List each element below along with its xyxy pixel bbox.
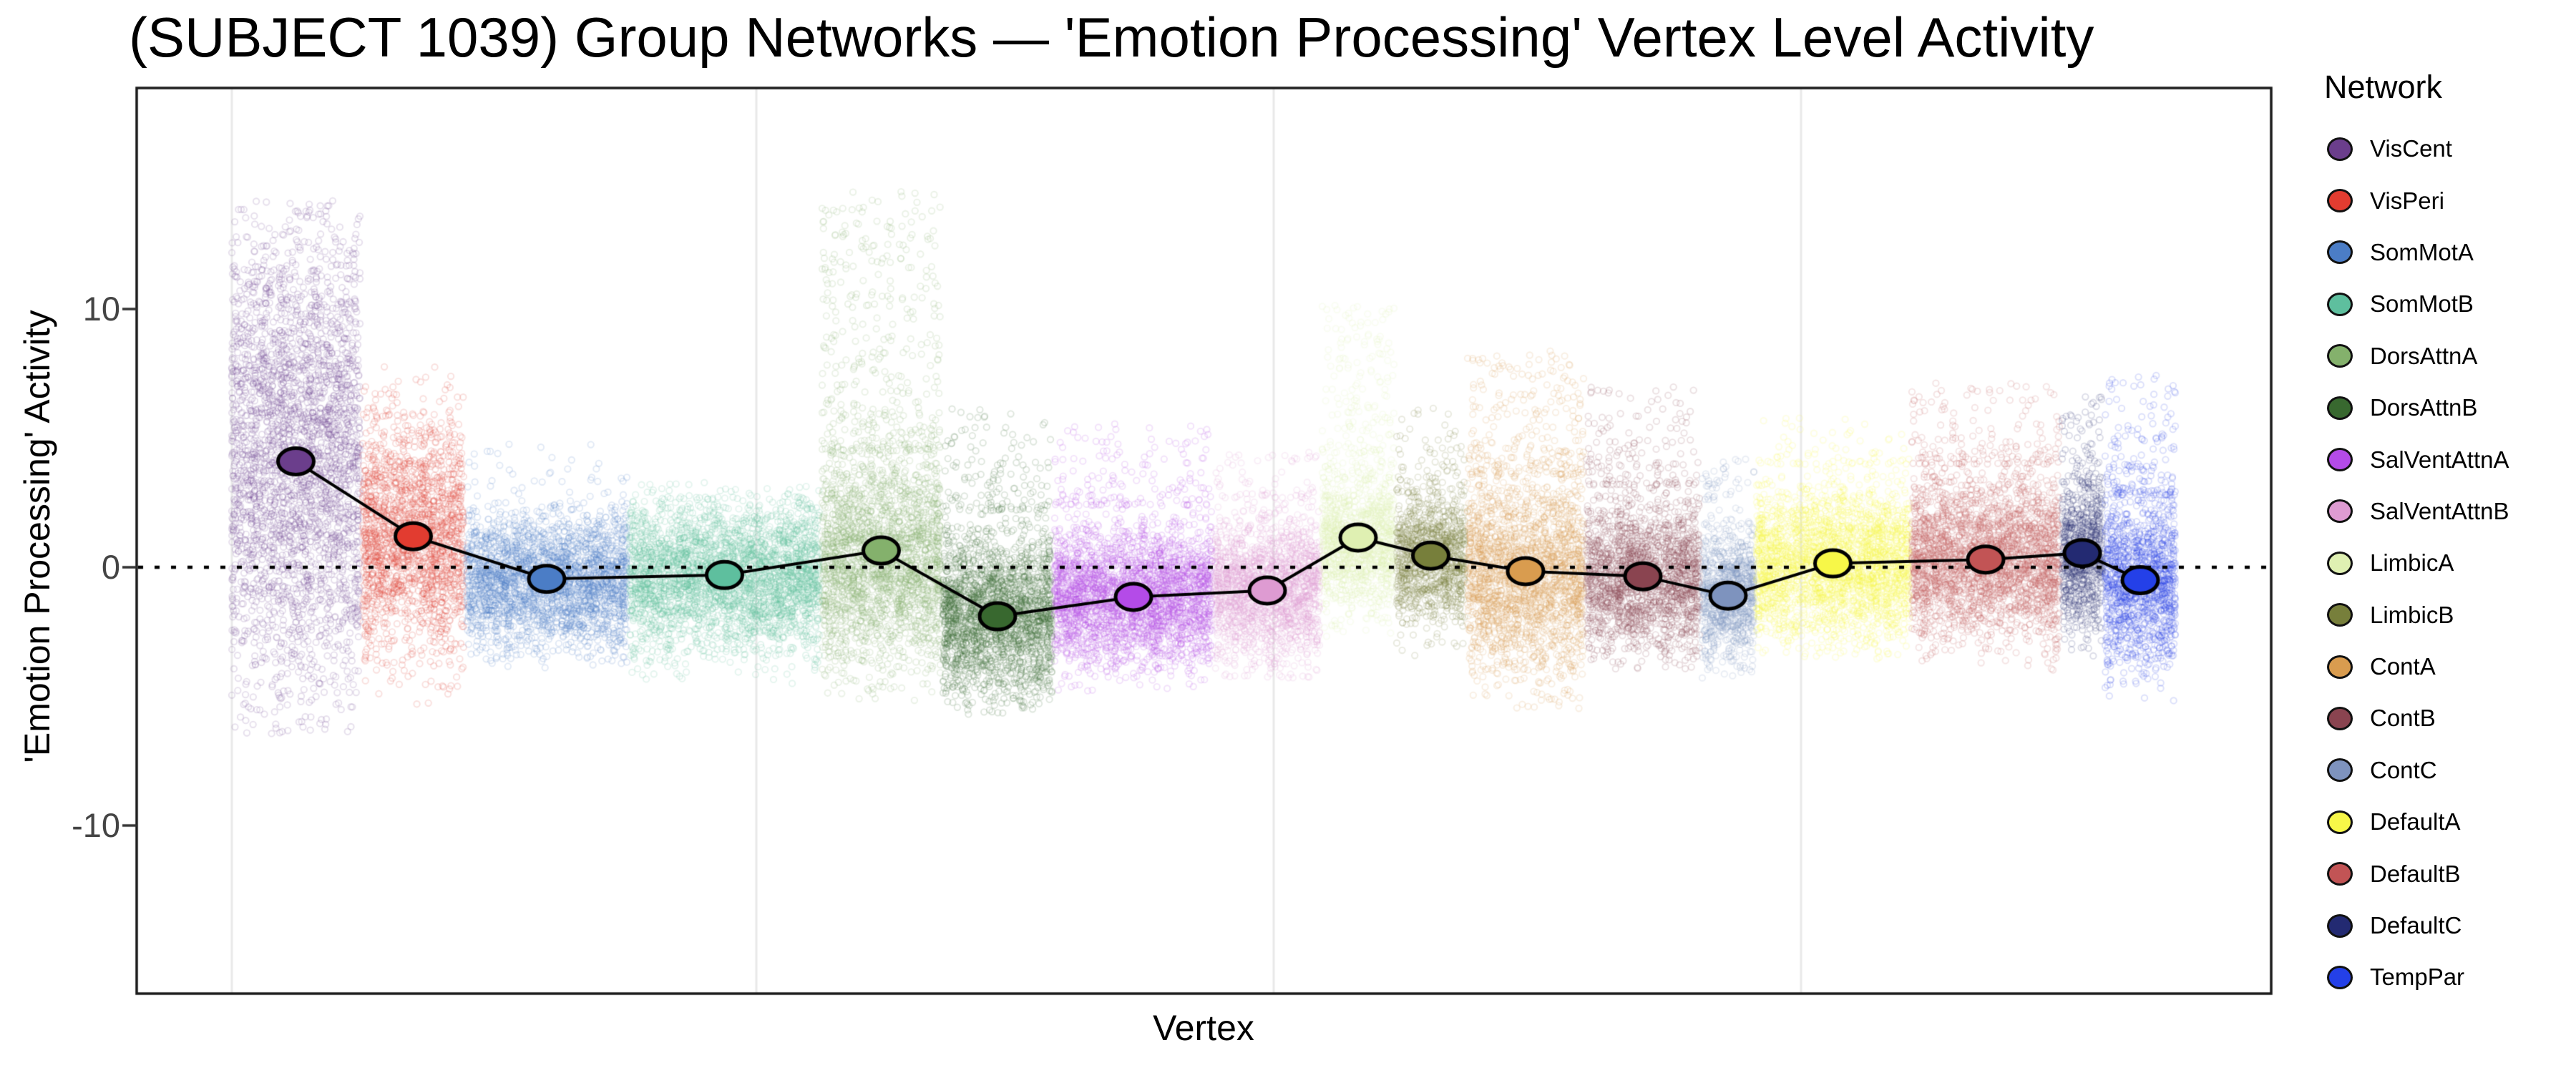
legend-item: SomMotA	[2320, 227, 2570, 278]
legend-item: ContB	[2320, 692, 2570, 744]
legend-item-label: DefaultA	[2370, 808, 2461, 836]
legend-item-label: DorsAttnA	[2370, 342, 2478, 369]
legend-item-label: SomMotA	[2370, 238, 2474, 265]
legend-key-swatch	[2327, 862, 2353, 886]
legend-item: SomMotB	[2320, 278, 2570, 330]
legend-item-label: ContA	[2370, 653, 2436, 680]
legend-item-label: ContB	[2370, 705, 2436, 732]
legend-key-swatch	[2327, 810, 2353, 834]
x-axis-title: Vertex	[1153, 1008, 1254, 1048]
y-tick-label-minus-10: -10	[72, 806, 120, 844]
legend-items: VisCent VisPeri SomMotA SomMotB DorsAttnA Dor…	[2320, 123, 2570, 1004]
legend-key-swatch	[2327, 448, 2353, 472]
legend-item: DorsAttnA	[2320, 330, 2570, 382]
legend-item-label: TempPar	[2370, 964, 2465, 991]
legend-title: Network	[2324, 69, 2443, 105]
legend-item-label: SalVentAttnA	[2370, 446, 2509, 473]
legend-item-label: SalVentAttnB	[2370, 497, 2509, 524]
legend-item-label: LimbicB	[2370, 601, 2454, 628]
legend-key-swatch	[2327, 499, 2353, 524]
legend-item-label: SomMotB	[2370, 290, 2474, 318]
y-axis-title: 'Emotion Processing' Activity	[17, 310, 57, 763]
legend-key-swatch	[2327, 189, 2353, 213]
legend-item-label: ContC	[2370, 756, 2437, 783]
legend-key-swatch	[2327, 344, 2353, 368]
legend-key-swatch	[2327, 965, 2353, 989]
legend-key-swatch	[2327, 758, 2353, 783]
legend-item: LimbicA	[2320, 537, 2570, 589]
legend-key-swatch	[2327, 137, 2353, 161]
legend-item-label: DefaultC	[2370, 912, 2462, 939]
legend-item: DefaultB	[2320, 848, 2570, 899]
legend-key-swatch	[2327, 551, 2353, 575]
legend-item: SalVentAttnB	[2320, 486, 2570, 537]
legend-item-label: DorsAttnB	[2370, 394, 2478, 421]
legend-key-swatch	[2327, 655, 2353, 679]
legend-item: VisPeri	[2320, 175, 2570, 226]
legend-item: ContC	[2320, 745, 2570, 796]
legend-key-swatch	[2327, 603, 2353, 627]
plot-title: (SUBJECT 1039) Group Networks — 'Emotion…	[129, 6, 2094, 69]
legend-item-label: VisPeri	[2370, 187, 2444, 214]
legend-item: SalVentAttnA	[2320, 433, 2570, 485]
y-tick-label-0: 0	[101, 548, 120, 586]
legend-item: LimbicB	[2320, 589, 2570, 641]
legend-item: DorsAttnB	[2320, 382, 2570, 433]
legend-key-swatch	[2327, 240, 2353, 265]
legend-item-label: LimbicA	[2370, 549, 2454, 577]
legend-item-label: DefaultB	[2370, 860, 2461, 887]
legend-item: DefaultA	[2320, 796, 2570, 848]
legend-item-label: VisCent	[2370, 135, 2452, 162]
legend-key-swatch	[2327, 292, 2353, 316]
legend-item: ContA	[2320, 641, 2570, 692]
legend-item: DefaultC	[2320, 900, 2570, 951]
legend-item: VisCent	[2320, 123, 2570, 175]
legend: Network VisCent VisPeri SomMotA SomMotB Dors…	[2320, 69, 2570, 1004]
legend-item: TempPar	[2320, 951, 2570, 1003]
y-tick-label-10: 10	[82, 290, 120, 328]
legend-key-swatch	[2327, 706, 2353, 730]
legend-key-swatch	[2327, 913, 2353, 938]
legend-key-swatch	[2327, 396, 2353, 420]
